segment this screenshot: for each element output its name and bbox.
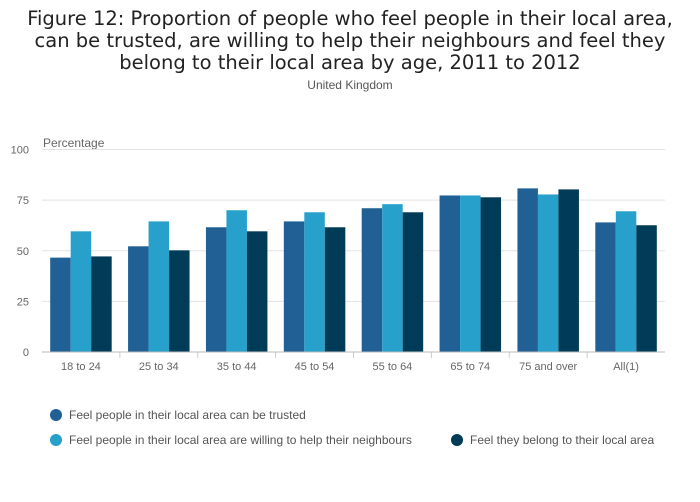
legend-item-help: Feel people in their local area are will… (50, 433, 412, 447)
legend-label: Feel they belong to their local area (470, 433, 655, 447)
bar-trusted (283, 221, 305, 352)
x-tick-label: 35 to 44 (217, 361, 257, 373)
y-axis-label: Percentage (43, 136, 105, 150)
bar-trusted (50, 257, 71, 352)
legend-item-trusted: Feel people in their local area can be t… (50, 408, 306, 422)
legend-label: Feel people in their local area are will… (69, 433, 412, 447)
legend-item-belong: Feel they belong to their local area (451, 433, 654, 447)
bar-help (304, 212, 325, 352)
bar-help (70, 231, 92, 352)
bar-belong (558, 189, 579, 352)
bar-belong (324, 227, 346, 352)
x-tick-label: 55 to 64 (373, 361, 413, 373)
legend-swatch (50, 434, 62, 446)
bar-belong (402, 212, 424, 352)
bar-help (148, 221, 170, 352)
x-tick-label: All(1) (613, 361, 639, 373)
x-tick-label: 45 to 54 (295, 361, 335, 373)
legend-label: Feel people in their local area can be t… (69, 408, 306, 422)
legend-swatch (451, 434, 463, 446)
bar-trusted (205, 227, 227, 352)
bar-help (382, 204, 403, 352)
bar-trusted (128, 246, 149, 352)
bar-trusted (517, 188, 538, 352)
bar-belong (480, 197, 502, 352)
bar-trusted (595, 222, 616, 352)
y-tick-label: 75 (17, 195, 29, 207)
bar-belong (91, 256, 112, 352)
y-tick-label: 0 (23, 347, 29, 359)
y-tick-label: 100 (11, 145, 29, 157)
y-tick-label: 50 (17, 246, 29, 258)
bar-belong (169, 250, 190, 352)
bar-help (460, 195, 481, 352)
bar-belong (246, 231, 268, 352)
chart-subtitle: United Kingdom (307, 78, 393, 92)
legend-swatch (50, 409, 62, 421)
plot-area: Percentage 0 25 50 75 100 18 to 24 25 to 34 35 … (11, 136, 665, 373)
x-tick-label: 65 to 74 (450, 361, 490, 373)
x-tick-label: 18 to 24 (61, 361, 101, 373)
bar-help (615, 211, 637, 352)
bar-belong (636, 225, 657, 352)
bar-help (537, 194, 559, 352)
bar-help (226, 210, 247, 352)
x-tick-label: 25 to 34 (139, 361, 179, 373)
bar-trusted (439, 195, 461, 352)
y-tick-label: 25 (17, 296, 29, 308)
chart-title: Figure 12: Proportion of people who feel… (27, 7, 673, 74)
x-tick-label: 75 and over (519, 361, 577, 373)
bar-trusted (361, 208, 383, 352)
